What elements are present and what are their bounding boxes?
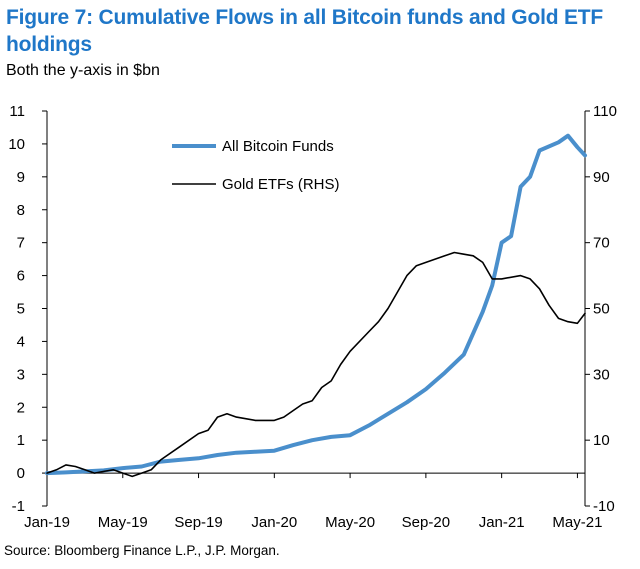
x-tick-label: May-19: [98, 514, 148, 531]
chart-title: Figure 7: Cumulative Flows in all Bitcoi…: [6, 6, 604, 56]
x-tick-label: Jan-21: [479, 514, 525, 531]
gold-etfs-line: [46, 251, 586, 478]
x-tick-label: May-20: [325, 514, 375, 531]
x-tick-label: Jan-20: [251, 514, 297, 531]
left-tick-label: 0: [17, 465, 25, 482]
chart-subtitle: Both the y-axis in $bn: [6, 62, 160, 79]
left-tick-label: 3: [17, 366, 25, 383]
right-tick-label: 30: [593, 366, 610, 383]
x-tick-label: Sep-20: [402, 514, 450, 531]
x-tick-label: May-21: [552, 514, 602, 531]
left-tick-label: 4: [17, 333, 25, 350]
left-tick-label: 8: [17, 202, 25, 219]
left-tick-label: 6: [17, 268, 25, 285]
legend-label: Gold ETFs (RHS): [222, 176, 340, 193]
left-tick-label: 10: [8, 136, 25, 153]
left-tick-label: 11: [9, 103, 25, 120]
right-tick-label: 10: [593, 432, 610, 449]
bitcoin-funds-line: [45, 133, 587, 476]
x-tick-label: Sep-19: [174, 514, 222, 531]
left-tick-label: 5: [17, 301, 25, 318]
legend-label: All Bitcoin Funds: [222, 138, 334, 155]
left-tick-label: 1: [17, 432, 25, 449]
left-tick-label: -1: [12, 498, 25, 515]
right-tick-label: 50: [593, 301, 610, 318]
left-tick-label: 9: [17, 169, 25, 186]
x-tick-label: Jan-19: [24, 514, 70, 531]
right-tick-label: 110: [593, 103, 617, 120]
left-tick-label: 2: [17, 399, 25, 416]
source-note: Source: Bloomberg Finance L.P., J.P. Mor…: [4, 543, 280, 558]
right-tick-label: -10: [593, 498, 615, 515]
right-tick-label: 90: [593, 169, 610, 186]
left-tick-label: 7: [17, 235, 25, 252]
right-tick-label: 70: [593, 235, 610, 252]
